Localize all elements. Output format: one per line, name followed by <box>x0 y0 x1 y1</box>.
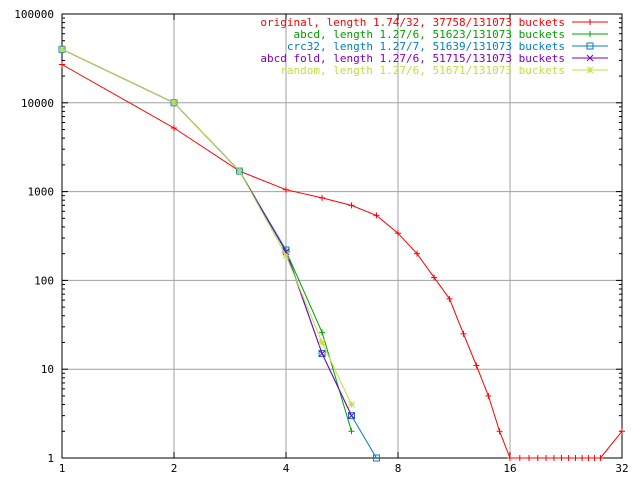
data-point-series-5 <box>282 252 290 260</box>
x-tick-label: 4 <box>283 462 290 475</box>
data-point-series-1 <box>619 428 625 435</box>
x-tick-label: 8 <box>395 462 402 475</box>
data-point-series-1 <box>373 212 380 219</box>
data-point-series-1 <box>565 455 572 461</box>
data-point-series-1 <box>460 330 467 337</box>
legend-label-1: original, length 1.74/32, 37758/131073 b… <box>260 16 565 29</box>
y-tick-label: 1 <box>47 452 54 465</box>
data-point-series-1 <box>579 455 586 461</box>
data-point-series-5 <box>170 99 178 107</box>
data-point-series-1 <box>585 455 592 461</box>
data-point-series-1 <box>572 455 579 461</box>
data-point-series-1 <box>526 455 533 461</box>
data-point-series-1 <box>446 295 453 302</box>
data-point-series-1 <box>507 455 513 461</box>
data-point-series-1 <box>171 125 177 132</box>
data-point-series-1 <box>283 186 289 193</box>
y-tick-label: 10000 <box>21 97 54 110</box>
data-point-series-1 <box>59 61 65 68</box>
data-point-series-1 <box>496 428 503 435</box>
x-tick-label: 1 <box>59 462 66 475</box>
data-point-series-5 <box>236 167 243 175</box>
data-point-series-2 <box>348 428 355 435</box>
series-line-5 <box>61 48 352 405</box>
data-point-series-1 <box>485 392 492 399</box>
data-point-series-3 <box>348 412 356 420</box>
data-point-series-1 <box>319 194 326 201</box>
legend: original, length 1.74/32, 37758/131073 b… <box>260 16 608 77</box>
data-point-series-3 <box>372 454 380 462</box>
data-point-series-1 <box>550 455 557 461</box>
legend-label-4: abcd fold, length 1.27/6, 51715/131073 b… <box>260 52 565 65</box>
data-point-series-1 <box>431 274 438 281</box>
data-point-series-1 <box>534 455 541 461</box>
legend-label-5: random, length 1.27/6, 51671/131073 buck… <box>280 64 565 77</box>
x-tick-label: 16 <box>503 462 516 475</box>
legend-marker-3 <box>586 42 594 50</box>
data-point-series-1 <box>597 455 604 461</box>
axis-layer: 1 2 4 8 16 32 1 10 100 1000 10000 100000 <box>14 8 628 475</box>
data-point-series-5 <box>318 339 326 346</box>
data-point-series-1 <box>558 455 565 461</box>
series-layer <box>58 45 625 462</box>
legend-label-2: abcd, length 1.27/6, 51623/131073 bucket… <box>293 28 565 41</box>
legend-marker-5 <box>586 66 594 74</box>
y-tick-label: 10 <box>41 363 54 376</box>
data-point-series-4 <box>318 350 326 357</box>
data-point-series-1 <box>516 455 523 461</box>
x-tick-label: 2 <box>171 462 178 475</box>
data-point-series-1 <box>591 455 598 461</box>
data-point-series-1 <box>473 362 480 369</box>
data-point-series-1 <box>348 202 355 209</box>
data-point-series-1 <box>543 455 550 461</box>
x-tick-label: 32 <box>615 462 628 475</box>
legend-marker-2 <box>587 31 593 37</box>
legend-label-3: crc32, length 1.27/7, 51639/131073 bucke… <box>287 40 565 53</box>
data-point-series-3 <box>318 350 326 358</box>
legend-marker-4 <box>586 54 594 62</box>
data-point-series-5 <box>58 45 66 53</box>
plot-border <box>61 13 623 459</box>
data-point-series-4 <box>348 412 355 419</box>
data-point-series-2 <box>319 329 326 336</box>
y-tick-label: 100000 <box>14 8 54 21</box>
y-tick-label: 100 <box>34 274 54 287</box>
data-point-series-1 <box>395 230 401 237</box>
y-tick-label: 1000 <box>28 186 55 199</box>
legend-marker-1 <box>587 19 593 25</box>
data-point-series-5 <box>348 401 355 408</box>
data-point-series-1 <box>414 250 421 257</box>
